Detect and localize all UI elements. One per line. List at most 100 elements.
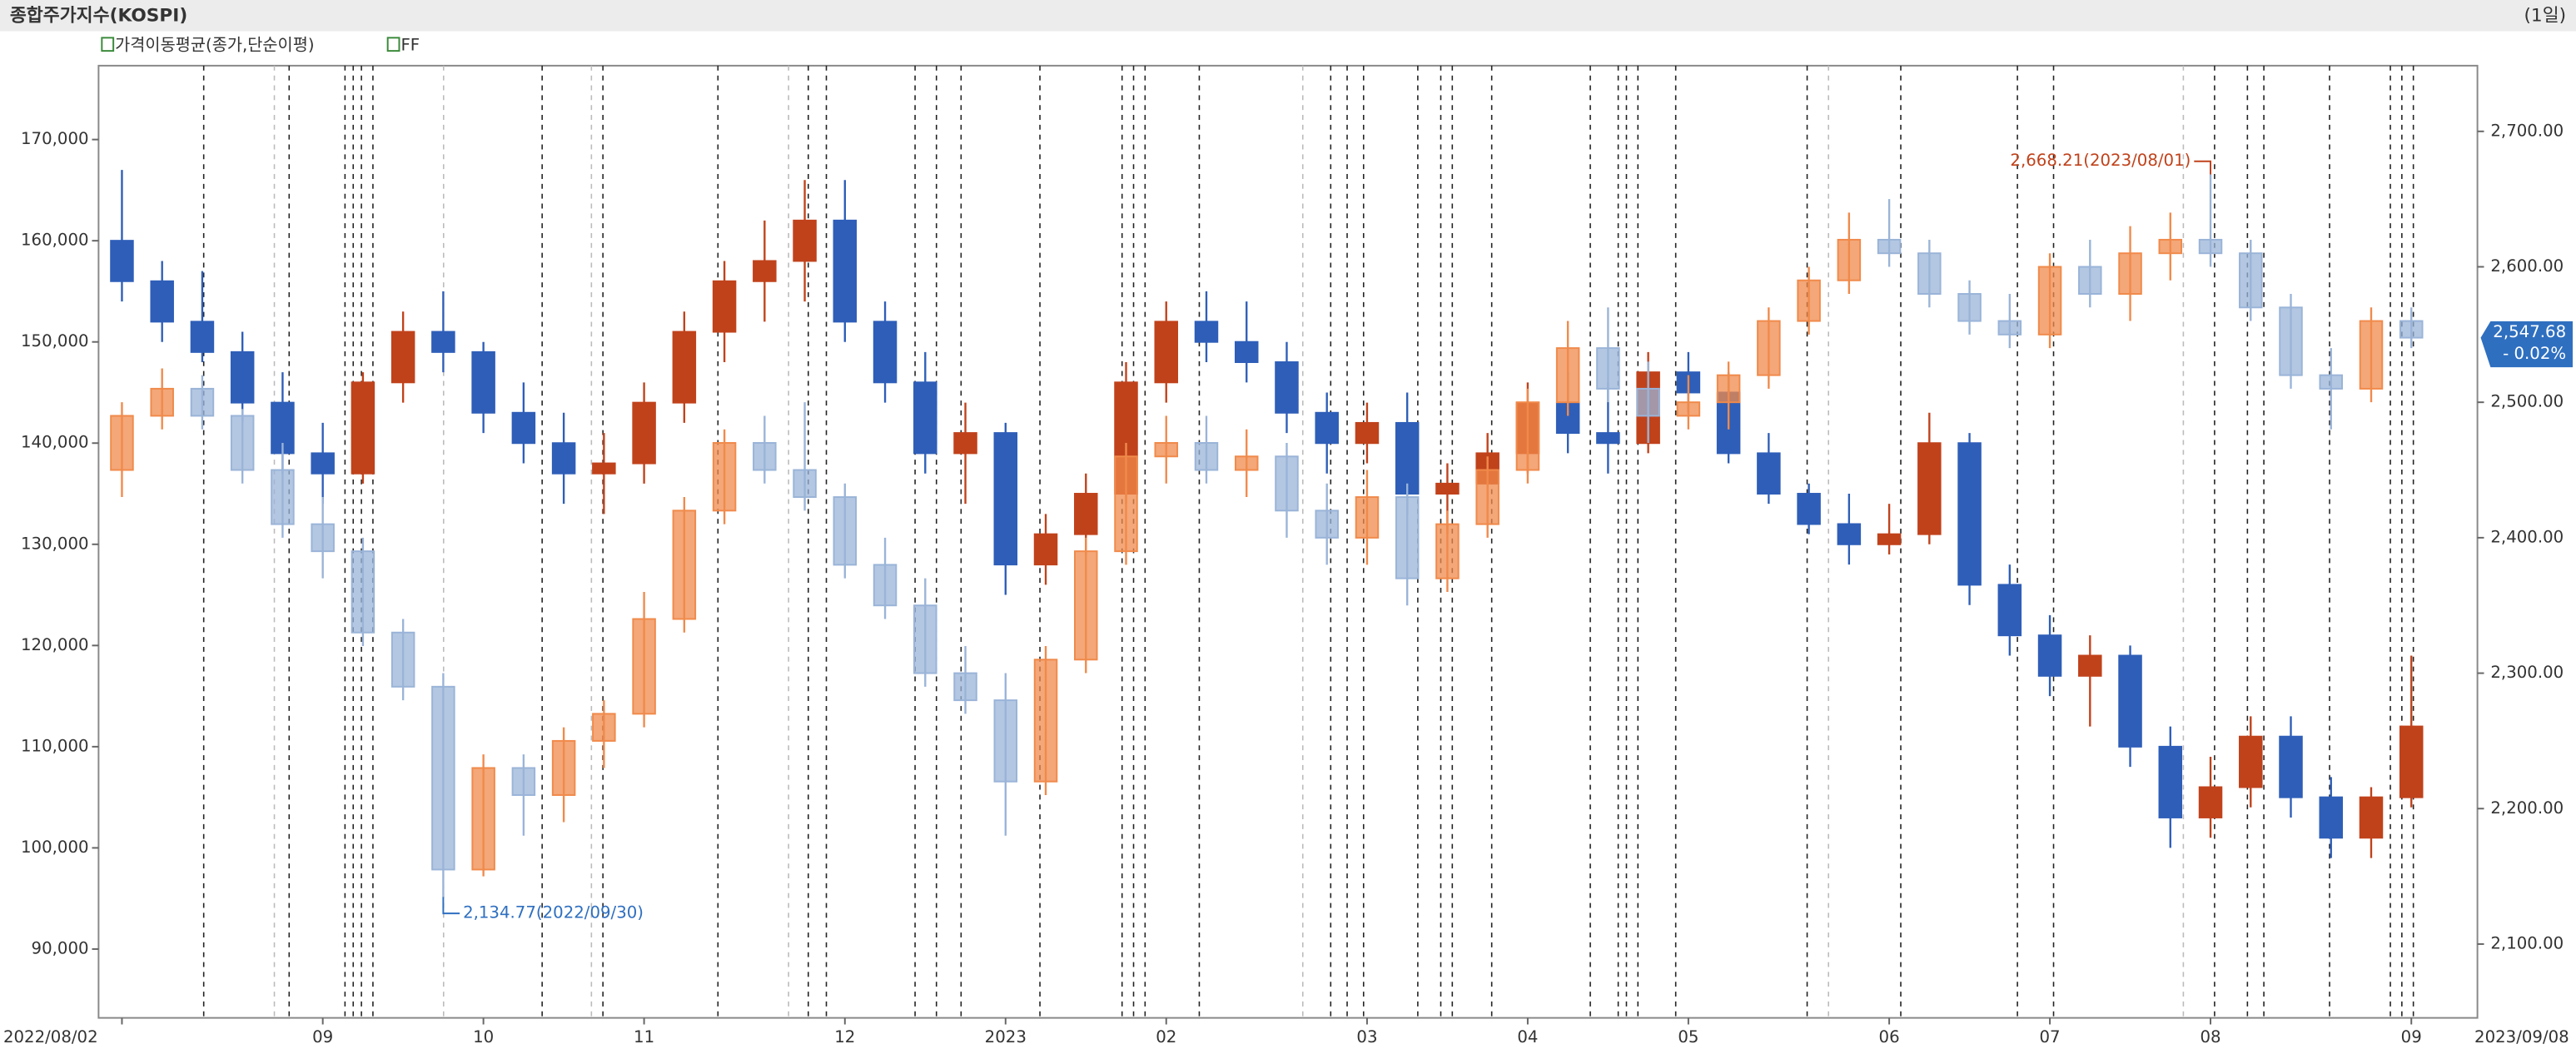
candle-body bbox=[913, 381, 937, 455]
last-value-box bbox=[2480, 321, 2574, 368]
candle-body bbox=[1194, 441, 1219, 471]
candle-body bbox=[150, 280, 174, 323]
candle-body bbox=[632, 618, 656, 715]
candle-body bbox=[1154, 321, 1178, 384]
candle-body bbox=[1716, 374, 1741, 404]
candle-body bbox=[1957, 442, 1982, 586]
last-change: - 0.02% bbox=[2503, 344, 2566, 363]
candle-body bbox=[1435, 482, 1460, 495]
candle-body bbox=[1395, 496, 1420, 579]
candle-body bbox=[2399, 725, 2424, 798]
candle-body bbox=[1797, 493, 1821, 525]
candle-body bbox=[351, 550, 375, 634]
candle-body bbox=[2239, 735, 2263, 788]
y-tick-label: 140,000 bbox=[21, 433, 89, 452]
candle-body bbox=[2078, 654, 2102, 677]
candle-body bbox=[2319, 796, 2344, 839]
legend-icon bbox=[386, 37, 400, 52]
candle-body bbox=[2078, 266, 2102, 296]
x-tick-label: 03 bbox=[1356, 1027, 1377, 1047]
candle-body bbox=[712, 280, 737, 333]
candle-body bbox=[2279, 735, 2303, 798]
candle-body bbox=[2198, 786, 2223, 818]
candle-body bbox=[632, 401, 656, 465]
y-tick-label: 170,000 bbox=[21, 129, 89, 148]
candle-body bbox=[1636, 387, 1660, 417]
x-tick-label: 09 bbox=[312, 1027, 333, 1047]
candle-body bbox=[1315, 510, 1339, 539]
candle-body bbox=[712, 441, 737, 512]
x-tick-label: 11 bbox=[634, 1027, 654, 1047]
candle-body bbox=[511, 411, 536, 445]
x-tick-label: 06 bbox=[1879, 1027, 1900, 1047]
candle-body bbox=[1355, 421, 1380, 445]
candle-body bbox=[793, 469, 817, 499]
candle-body bbox=[2359, 320, 2384, 390]
candle-body bbox=[1074, 493, 1098, 535]
candle-body bbox=[2037, 634, 2062, 677]
y-tick-label: 90,000 bbox=[32, 938, 89, 957]
header-bar bbox=[0, 0, 2576, 32]
candle-body bbox=[311, 452, 335, 475]
candle-body bbox=[592, 713, 616, 742]
candle-body bbox=[1837, 238, 1862, 281]
x-tick-label: 04 bbox=[1517, 1027, 1538, 1047]
candle-body bbox=[2037, 266, 2062, 336]
x-end-label: 2023/09/08 bbox=[2474, 1027, 2569, 1047]
candle-body bbox=[511, 767, 536, 796]
candle-body bbox=[1033, 533, 1058, 566]
annotation-leader bbox=[2194, 160, 2212, 175]
candle-body bbox=[1355, 496, 1380, 539]
x-tick-label: 08 bbox=[2200, 1027, 2220, 1047]
candle-body bbox=[2158, 238, 2183, 255]
candle-body bbox=[551, 739, 576, 796]
x-tick-label: 2023 bbox=[985, 1027, 1027, 1047]
candle-body bbox=[110, 240, 134, 282]
annotation-leader bbox=[442, 897, 460, 915]
candle-body bbox=[1234, 455, 1259, 471]
candle-body bbox=[2359, 796, 2384, 839]
x-tick-label: 07 bbox=[2040, 1027, 2061, 1047]
candle-body bbox=[833, 219, 858, 323]
y-tick-label: 100,000 bbox=[21, 838, 89, 857]
candle-body bbox=[230, 351, 255, 404]
legend-label: 가격이동평균(종가,단순이평) bbox=[115, 36, 314, 55]
candle-body bbox=[1997, 584, 2022, 637]
candle-body bbox=[833, 496, 858, 566]
candle-body bbox=[753, 441, 777, 471]
y-tick-label: 130,000 bbox=[21, 534, 89, 553]
candle-body bbox=[1596, 432, 1620, 445]
candle-body bbox=[1676, 401, 1701, 417]
candle-body bbox=[793, 219, 817, 262]
candle-body bbox=[1234, 341, 1259, 363]
x-tick-label: 12 bbox=[834, 1027, 855, 1047]
candle-body bbox=[1757, 452, 1781, 495]
candle-body bbox=[551, 442, 576, 475]
y2-tick-label: 2,600.00 bbox=[2490, 256, 2564, 276]
candle-body bbox=[953, 672, 977, 702]
candle-body bbox=[993, 699, 1018, 783]
candle-body bbox=[1757, 320, 1781, 376]
candle-body bbox=[1596, 347, 1620, 390]
candle-body bbox=[1837, 523, 1862, 545]
y2-tick-label: 2,500.00 bbox=[2490, 392, 2564, 411]
candle-body bbox=[2198, 238, 2223, 255]
candle-body bbox=[1395, 421, 1420, 495]
candle-body bbox=[913, 604, 937, 674]
candle-body bbox=[1917, 442, 1942, 535]
candle-body bbox=[1315, 411, 1339, 445]
candle-body bbox=[2319, 374, 2344, 390]
candle-body bbox=[2239, 252, 2263, 309]
candle-body bbox=[873, 564, 898, 607]
y2-tick-label: 2,300.00 bbox=[2490, 663, 2564, 682]
candle-body bbox=[1877, 238, 1902, 255]
y-tick-label: 110,000 bbox=[21, 736, 89, 755]
candle-body bbox=[271, 469, 295, 525]
candle-body bbox=[2279, 306, 2303, 376]
candle-body bbox=[1435, 523, 1460, 579]
period-label: (1일) bbox=[2524, 6, 2566, 27]
candle-body bbox=[1074, 550, 1098, 661]
